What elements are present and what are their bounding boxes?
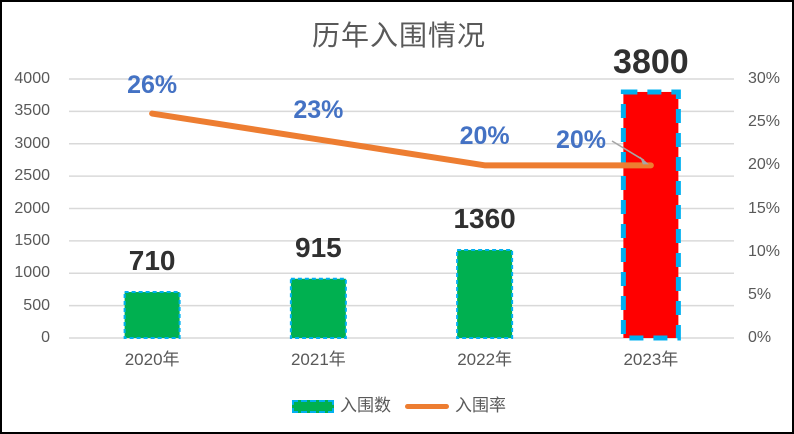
leader-arrow-icon (639, 156, 649, 165)
rate-line (149, 110, 654, 169)
rate-value-label: 23% (293, 96, 344, 125)
y-axis-right-tick: 0% (748, 329, 772, 346)
bar-value-label: 915 (295, 231, 342, 263)
x-axis-tick: 2020年 (124, 350, 180, 369)
y-axis-right-tick: 10% (748, 242, 781, 260)
bar-value-label: 710 (128, 245, 176, 277)
bar-2020年 (123, 291, 181, 339)
rate-value-label: 20% (459, 122, 510, 151)
bar-2021年 (289, 277, 347, 340)
legend-bar-label: 入围数 (340, 396, 391, 415)
legend-item-line-series: 入围率 (405, 395, 506, 417)
y-axis-left-tick: 0 (41, 329, 50, 346)
y-axis-left-tick: 1000 (14, 264, 50, 282)
legend-bar-swatch-icon (292, 399, 334, 413)
y-axis-left-tick: 2500 (14, 167, 50, 185)
legend-line-label: 入围率 (455, 396, 506, 415)
x-axis-tick: 2023年 (623, 350, 679, 369)
chart-legend: 入围数 入围率 (2, 393, 792, 419)
y-axis-left-tick: 1500 (14, 231, 50, 249)
bar-2022年 (456, 248, 514, 339)
leader-line (611, 140, 645, 162)
chart-title: 历年入围情况 (311, 20, 486, 51)
y-axis-right-tick: 15% (748, 199, 781, 217)
y-axis-right-tick: 5% (748, 285, 772, 303)
y-axis-left-tick: 2000 (14, 199, 50, 217)
y-axis-right-tick: 25% (748, 113, 781, 131)
y-axis-left-tick: 3500 (14, 102, 50, 120)
y-axis-left-tick: 3000 (14, 134, 50, 152)
rate-value-label: 20% (555, 126, 607, 154)
legend-item-bar-series: 入围数 (292, 395, 391, 417)
bar-value-label: 1360 (453, 202, 516, 234)
rate-value-label: 26% (127, 70, 178, 99)
x-axis-tick: 2021年 (290, 350, 346, 369)
bar-value-label: 3800 (613, 42, 689, 81)
x-axis-tick: 2022年 (457, 350, 513, 369)
y-axis-right-tick: 20% (748, 156, 781, 174)
legend-line-swatch-icon (405, 403, 449, 409)
y-axis-left-tick: 500 (23, 296, 50, 314)
y-axis-right-tick: 30% (748, 70, 781, 87)
y-axis-left-tick: 4000 (14, 70, 50, 87)
bar-2023年 (620, 89, 681, 341)
